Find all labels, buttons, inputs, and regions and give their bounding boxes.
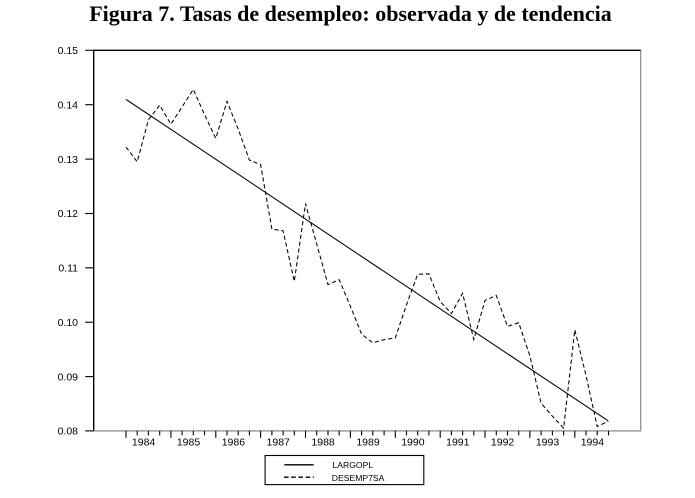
svg-text:0.10: 0.10 [58, 317, 79, 329]
svg-text:1988: 1988 [311, 437, 335, 449]
svg-text:0.08: 0.08 [58, 426, 79, 438]
svg-text:1985: 1985 [177, 437, 201, 449]
svg-text:0.12: 0.12 [58, 208, 79, 220]
svg-text:1992: 1992 [491, 437, 515, 449]
svg-text:0.11: 0.11 [58, 263, 78, 275]
svg-text:DESEMP7SA: DESEMP7SA [332, 473, 385, 483]
svg-text:1991: 1991 [446, 437, 470, 449]
svg-text:1990: 1990 [401, 437, 425, 449]
svg-text:1987: 1987 [267, 437, 291, 449]
svg-text:1989: 1989 [356, 437, 380, 449]
svg-text:0.13: 0.13 [58, 154, 79, 166]
svg-text:LARGOPL: LARGOPL [333, 460, 374, 470]
svg-text:1993: 1993 [536, 437, 560, 449]
svg-text:0.09: 0.09 [58, 371, 79, 383]
svg-text:1986: 1986 [222, 437, 246, 449]
svg-text:0.14: 0.14 [58, 99, 79, 111]
svg-text:0.15: 0.15 [58, 45, 79, 57]
svg-text:1994: 1994 [581, 437, 605, 449]
svg-text:1984: 1984 [132, 437, 156, 449]
